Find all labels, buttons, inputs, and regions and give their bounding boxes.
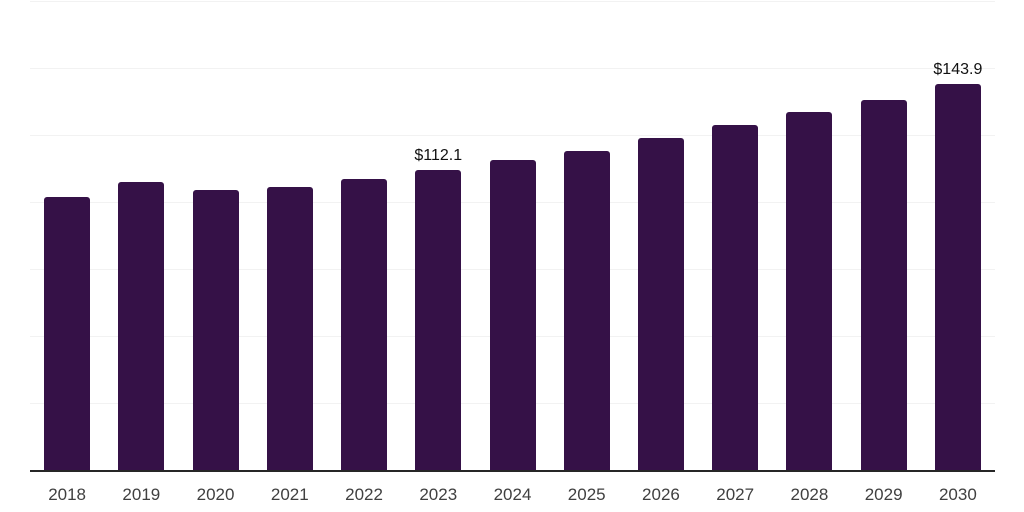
x-tick-label-2028: 2028 [790,485,829,504]
bar-2025[interactable] [563,151,610,470]
bar-2018[interactable] [44,197,91,470]
x-tick-label-2023: 2023 [419,485,458,504]
bar-2030[interactable] [934,84,981,470]
x-tick-label-2019: 2019 [122,485,161,504]
bar-2027[interactable] [712,125,759,470]
bar-2022[interactable] [341,178,388,470]
x-axis-line [30,470,995,472]
x-tick-label-2018: 2018 [48,485,87,504]
x-tick-label-2022: 2022 [345,485,383,504]
x-tick-label-2021: 2021 [270,485,309,504]
gridline [30,68,995,69]
bar-value-label-2023: $112.1 [414,146,463,164]
bar-2026[interactable] [637,137,684,470]
gridline [30,135,995,136]
bar-2029[interactable] [860,99,907,470]
bar-2028[interactable] [786,112,833,470]
bar-2023[interactable] [415,169,462,470]
bar-2019[interactable] [118,181,165,470]
bar-2024[interactable] [489,159,536,470]
bar-2020[interactable] [192,189,239,470]
plot-area: 2018 2019 2020 2021 2022 $112.1 2023 2024 2025 20… [30,0,995,512]
x-tick-label-2027: 2027 [716,485,755,504]
gridline [30,1,995,2]
x-tick-label-2020: 2020 [196,485,235,504]
x-tick-label-2029: 2029 [864,485,903,504]
x-tick-label-2024: 2024 [493,485,532,504]
bar-2021[interactable] [266,186,313,470]
x-tick-label-2025: 2025 [567,485,606,504]
x-tick-label-2026: 2026 [642,485,680,504]
x-tick-label-2030: 2030 [938,485,977,504]
bar-value-label-2030: $143.9 [933,61,983,79]
